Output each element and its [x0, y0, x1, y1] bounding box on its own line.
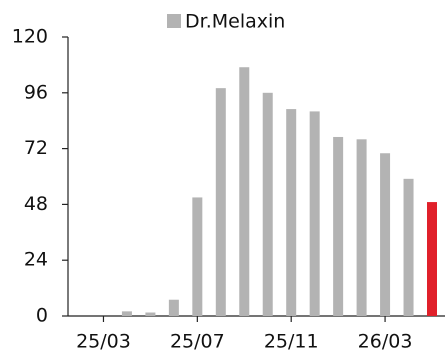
- bar: [380, 153, 391, 316]
- x-tick-label: 25/03: [76, 331, 131, 353]
- bar: [121, 311, 132, 316]
- bar: [239, 67, 250, 316]
- y-tick-label: 48: [24, 193, 48, 215]
- bar: [215, 88, 226, 317]
- y-tick-label: 120: [12, 26, 48, 48]
- y-tick-label: 24: [24, 249, 48, 271]
- y-tick-label: 72: [24, 137, 48, 159]
- y-tick-label: 0: [36, 305, 48, 327]
- y-tick-label: 96: [24, 81, 48, 103]
- legend-swatch: [167, 14, 181, 28]
- x-tick-label: 26/03: [358, 331, 413, 353]
- x-tick-label: 25/11: [264, 331, 319, 353]
- x-tick-label: 25/07: [170, 331, 225, 353]
- legend-label: Dr.Melaxin: [185, 11, 285, 33]
- bar: [262, 92, 273, 316]
- bar: [403, 178, 414, 316]
- bar: [309, 111, 320, 317]
- bar: [427, 202, 437, 316]
- bar: [192, 197, 203, 316]
- bar: [145, 312, 156, 316]
- bar: [333, 136, 344, 316]
- bar: [356, 139, 367, 316]
- bar: [168, 299, 179, 316]
- bar: [286, 109, 297, 316]
